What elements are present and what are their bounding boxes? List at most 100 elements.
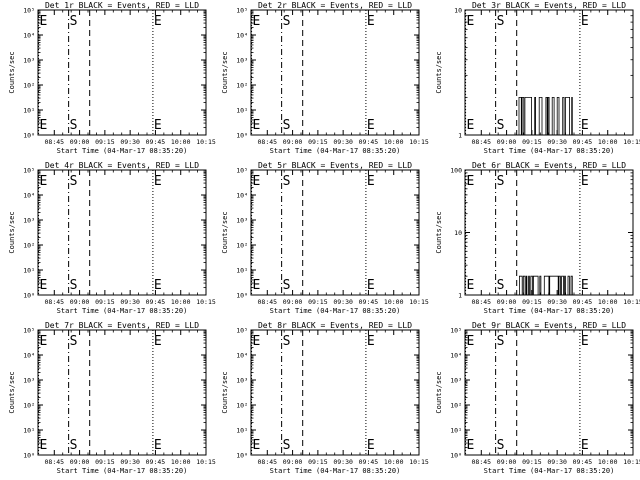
x-tick-label: 10:00 xyxy=(384,138,404,146)
chart-title: Det 1r BLACK = Events, RED = LLD xyxy=(45,1,199,10)
chart-panel: Det 8r BLACK = Events, RED = LLD Counts/s… xyxy=(221,321,429,475)
x-tick-label: 09:45 xyxy=(359,138,379,146)
chart-title: Det 4r BLACK = Events, RED = LLD xyxy=(45,161,199,170)
x-tick-label: 08:45 xyxy=(45,298,65,306)
x-axis-label: Start Time (04-Mar-17 08:35:20) xyxy=(484,307,615,315)
chart-panel: Det 9r BLACK = Events, RED = LLD Counts/s… xyxy=(435,321,640,475)
event-marker-label: E xyxy=(40,118,48,133)
y-tick-label: 10⁵ xyxy=(23,7,35,15)
x-tick-label: 08:45 xyxy=(472,298,492,306)
y-axis-label: Counts/sec xyxy=(435,371,443,413)
x-tick-label: 08:45 xyxy=(45,138,65,146)
y-tick-label: 10⁴ xyxy=(236,192,248,200)
y-tick-label: 10³ xyxy=(23,57,35,65)
x-tick-label: 10:00 xyxy=(384,458,404,466)
x-tick-label: 10:00 xyxy=(171,138,191,146)
y-tick-label: 10⁵ xyxy=(236,7,248,15)
x-tick-label: 09:00 xyxy=(283,298,303,306)
x-tick-label: 09:15 xyxy=(95,458,115,466)
y-tick-label: 10¹ xyxy=(23,267,35,275)
event-marker-label: S xyxy=(497,14,505,29)
x-tick-label: 08:45 xyxy=(258,138,278,146)
x-tick-label: 09:45 xyxy=(573,298,593,306)
y-tick-label: 10⁴ xyxy=(23,352,35,360)
event-marker-label: E xyxy=(154,334,162,349)
event-marker-label: E xyxy=(467,278,475,293)
y-axis-label: Counts/sec xyxy=(435,211,443,253)
y-tick-label: 10⁰ xyxy=(236,452,248,460)
event-marker-label: S xyxy=(497,334,505,349)
chart-title: Det 7r BLACK = Events, RED = LLD xyxy=(45,321,199,330)
x-tick-label: 09:30 xyxy=(333,138,353,146)
event-marker-label: E xyxy=(467,118,475,133)
x-tick-label: 09:15 xyxy=(522,138,542,146)
y-tick-label: 10⁰ xyxy=(23,452,35,460)
event-marker-label: E xyxy=(367,118,375,133)
x-tick-label: 09:30 xyxy=(547,458,567,466)
y-tick-label: 10⁵ xyxy=(23,327,35,335)
event-marker-label: E xyxy=(467,174,475,189)
x-tick-label: 10:00 xyxy=(171,298,191,306)
event-marker-label: E xyxy=(40,278,48,293)
y-tick-label: 10² xyxy=(23,402,35,410)
chart-title: Det 3r BLACK = Events, RED = LLD xyxy=(472,1,626,10)
chart-panel: Det 7r BLACK = Events, RED = LLD Counts/s… xyxy=(8,321,216,475)
x-tick-label: 10:00 xyxy=(598,458,618,466)
x-tick-label: 08:45 xyxy=(45,458,65,466)
plot-frame xyxy=(464,329,634,456)
x-tick-label: 10:15 xyxy=(196,138,216,146)
x-axis-label: Start Time (04-Mar-17 08:35:20) xyxy=(57,147,188,155)
y-tick-label: 10¹ xyxy=(23,107,35,115)
event-marker-label: E xyxy=(367,278,375,293)
y-tick-label: 10⁵ xyxy=(450,327,462,335)
y-tick-label: 10¹ xyxy=(450,427,462,435)
event-marker-label: S xyxy=(70,174,78,189)
x-tick-label: 09:30 xyxy=(120,138,140,146)
event-marker-label: E xyxy=(253,14,261,29)
event-marker-label: E xyxy=(253,334,261,349)
x-tick-label: 09:00 xyxy=(497,298,517,306)
chart-panel: Det 4r BLACK = Events, RED = LLD Counts/s… xyxy=(8,161,216,315)
y-tick-label: 10² xyxy=(236,82,248,90)
x-axis-label: Start Time (04-Mar-17 08:35:20) xyxy=(484,467,615,475)
x-tick-label: 09:15 xyxy=(522,298,542,306)
event-marker-label: S xyxy=(283,438,291,453)
x-tick-label: 08:45 xyxy=(472,138,492,146)
x-tick-label: 08:45 xyxy=(258,458,278,466)
chart-panel: Det 6r BLACK = Events, RED = LLD Counts/s… xyxy=(435,161,640,315)
y-tick-label: 10⁵ xyxy=(236,327,248,335)
x-tick-label: 09:00 xyxy=(497,138,517,146)
plot-frame xyxy=(250,329,420,456)
event-marker-label: E xyxy=(367,174,375,189)
event-marker-label: E xyxy=(154,438,162,453)
x-tick-label: 09:45 xyxy=(573,458,593,466)
x-tick-label: 10:00 xyxy=(171,458,191,466)
x-tick-label: 09:30 xyxy=(547,298,567,306)
y-axis-label: Counts/sec xyxy=(8,51,16,93)
event-marker-label: E xyxy=(467,334,475,349)
event-marker-label: E xyxy=(154,14,162,29)
x-tick-label: 09:15 xyxy=(308,138,328,146)
event-marker-label: E xyxy=(581,174,589,189)
y-tick-label: 10 xyxy=(454,7,462,15)
x-tick-label: 09:45 xyxy=(573,138,593,146)
y-tick-label: 10³ xyxy=(450,377,462,385)
y-tick-label: 10² xyxy=(450,402,462,410)
event-marker-label: E xyxy=(40,14,48,29)
event-marker-label: S xyxy=(283,118,291,133)
x-tick-label: 09:15 xyxy=(522,458,542,466)
x-tick-label: 10:15 xyxy=(623,298,640,306)
x-tick-label: 09:30 xyxy=(120,458,140,466)
x-tick-label: 09:45 xyxy=(146,458,166,466)
event-marker-label: S xyxy=(283,14,291,29)
chart-title: Det 2r BLACK = Events, RED = LLD xyxy=(258,1,412,10)
y-axis-label: Counts/sec xyxy=(221,51,229,93)
y-tick-label: 10² xyxy=(23,82,35,90)
chart-title: Det 8r BLACK = Events, RED = LLD xyxy=(258,321,412,330)
y-tick-label: 10³ xyxy=(23,377,35,385)
x-tick-label: 09:00 xyxy=(70,458,90,466)
x-tick-label: 09:30 xyxy=(547,138,567,146)
x-tick-label: 09:45 xyxy=(146,138,166,146)
x-axis-label: Start Time (04-Mar-17 08:35:20) xyxy=(270,467,401,475)
